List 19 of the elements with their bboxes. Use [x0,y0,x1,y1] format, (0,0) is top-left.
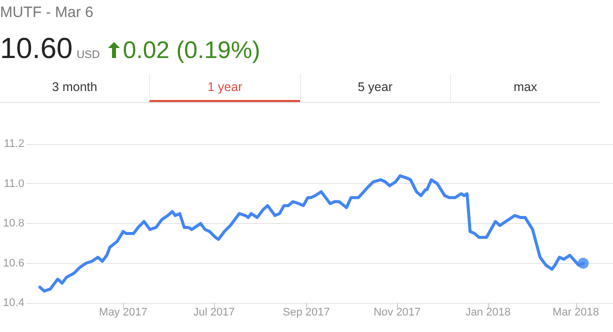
text: 3 month [51,79,98,96]
chart-title: MUTF - Mar 6 [0,4,94,21]
x-tick-label: Nov 2017 [374,306,421,318]
y-tick-label: 10.6 [2,257,24,270]
text: 5 year [300,74,450,102]
text: 1 year [149,74,300,102]
text: max [450,74,600,102]
x-tick-label: May 2017 [99,306,148,318]
text: 0.02 (0.19%) [122,37,260,65]
text: USD [76,49,100,61]
text: 10.60 [0,33,73,66]
y-tick-label: 11.0 [4,178,24,190]
x-tick-label: Sep 2017 [282,306,330,318]
y-tick-label: 11.2 [4,138,24,150]
y-tick-label: 10.8 [2,218,24,230]
x-tick-label: Jul 2017 [193,306,235,318]
x-tick-label: Jan 2018 [465,306,511,318]
y-tick-label: 10.4 [2,297,24,309]
x-tick-label: Mar 2018 [552,306,600,318]
